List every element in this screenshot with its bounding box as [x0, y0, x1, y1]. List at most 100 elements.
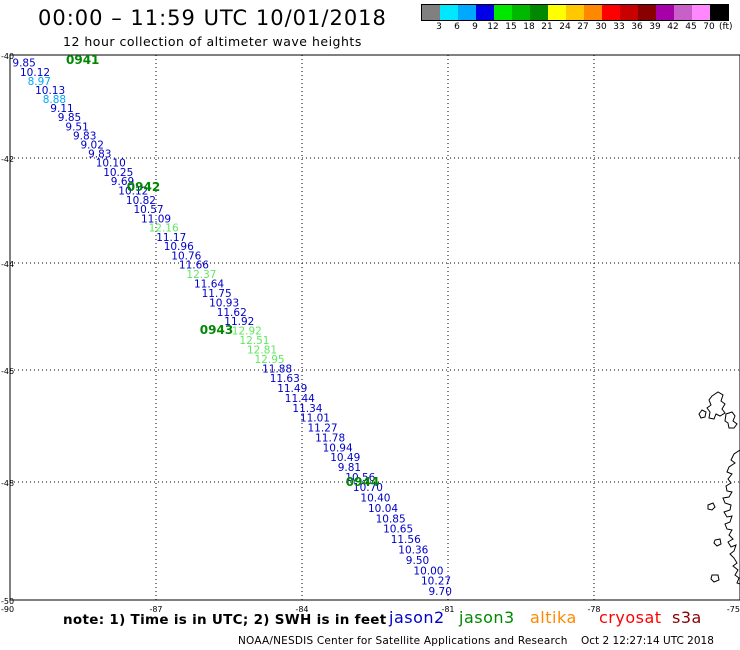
satellite-label-jason2: jason2 — [389, 608, 445, 627]
swh-value: 9.02 — [81, 140, 104, 152]
swh-value: 9.85 — [12, 58, 35, 70]
axis-labels: -40 -42 -44 -46 -48 -50-90 -87 -84 -81 -78 -75 — [1, 52, 740, 614]
swh-value: 11.64 — [194, 279, 224, 291]
swh-value: 9.51 — [65, 121, 88, 133]
swh-value: 10.96 — [164, 241, 194, 253]
swh-value: 11.09 — [141, 213, 171, 225]
lon-tick-label: -78 — [587, 605, 600, 614]
legend-tick-label: 3 — [436, 22, 442, 32]
swh-value: 11.27 — [308, 423, 338, 435]
satellite-label-s3a: s3a — [672, 608, 702, 627]
swh-value: 11.56 — [391, 534, 421, 546]
map-subtitle: 12 hour collection of altimeter wave hei… — [63, 34, 362, 49]
pass-time-label: 0942 — [127, 180, 160, 194]
legend-tick-label: 9 — [472, 22, 478, 32]
swh-value: 11.63 — [270, 373, 300, 385]
swh-value: 10.40 — [360, 493, 390, 505]
lat-tick-label: -50 — [1, 597, 14, 606]
legend-swatch — [512, 5, 530, 20]
legend-tick-label: 27 — [577, 22, 589, 32]
swh-value: 11.66 — [179, 260, 209, 272]
swh-value: 10.27 — [421, 576, 451, 588]
lon-tick-label: -90 — [1, 605, 14, 614]
legend-swatch — [674, 5, 692, 20]
swh-value: 9.69 — [111, 176, 134, 188]
coastline-island-2 — [698, 409, 707, 419]
legend-swatch — [710, 5, 728, 20]
pass-time-label: 0944 — [346, 475, 379, 489]
legend-swatch — [566, 5, 584, 20]
swh-value: 10.13 — [35, 85, 65, 97]
swh-value: 11.44 — [285, 393, 315, 405]
satellite-label-cryosat: cryosat — [599, 608, 662, 627]
swh-value: 10.36 — [398, 545, 428, 557]
map-frame — [9, 54, 740, 601]
swh-value: 8.97 — [28, 76, 51, 88]
altimeter-track: 9.8510.128.9710.138.889.119.859.519.839.… — [12, 58, 451, 599]
lat-tick-label: -48 — [1, 479, 14, 488]
legend-swatch — [584, 5, 602, 20]
swh-value: 12.95 — [255, 354, 285, 366]
pass-time-labels: 0941 0942 0943 0944 — [66, 53, 379, 489]
coastline-island-4 — [707, 502, 716, 511]
swh-value: 11.75 — [202, 288, 232, 300]
swh-value: 11.78 — [315, 433, 345, 445]
coastline-island-3 — [724, 411, 738, 429]
legend-swatch — [656, 5, 674, 20]
legend-swatch — [458, 5, 476, 20]
credit-line: NOAA/NESDIS Center for Satellite Applica… — [238, 635, 568, 647]
swh-value: 10.10 — [96, 158, 126, 170]
coastline — [698, 391, 740, 591]
swh-value: 12.37 — [186, 269, 216, 281]
legend-tick-label: 18 — [523, 22, 535, 32]
legend-tick-label: 70 — [703, 22, 715, 32]
swh-value: 10.82 — [126, 195, 156, 207]
legend-tick-label: 33 — [613, 22, 625, 32]
legend-swatch — [530, 5, 548, 20]
lon-tick-label: -84 — [295, 605, 308, 614]
swh-value: 11.17 — [156, 232, 186, 244]
legend-tick-label: 24 — [559, 22, 571, 32]
swh-value: 11.49 — [277, 383, 307, 395]
coastline-island-1 — [706, 391, 726, 420]
coastline-island-5 — [713, 538, 722, 547]
legend-swatch — [440, 5, 458, 20]
generated-timestamp: Oct 2 12:27:14 UTC 2018 — [581, 635, 714, 647]
legend-tick-label: 30 — [595, 22, 607, 32]
lon-tick-label: -81 — [441, 605, 454, 614]
lon-tick-label: -75 — [727, 605, 740, 614]
swh-value: 9.85 — [58, 112, 81, 124]
swh-value: 12.16 — [149, 223, 179, 235]
swh-value: 10.76 — [171, 250, 201, 262]
legend-unit: (ft) — [719, 22, 733, 32]
legend-tick-label: 45 — [685, 22, 697, 32]
legend-tick-label: 12 — [487, 22, 499, 32]
lat-tick-label: -44 — [1, 260, 14, 269]
legend-swatch — [620, 5, 638, 20]
swh-value: 11.62 — [217, 307, 247, 319]
legend-swatch — [494, 5, 512, 20]
lat-tick-label: -40 — [1, 52, 14, 61]
legend-swatch — [548, 5, 566, 20]
legend-tick-label: 39 — [649, 22, 661, 32]
swh-value: 9.70 — [429, 586, 452, 598]
swh-value: 10.56 — [345, 472, 375, 484]
lat-tick-label: -46 — [1, 367, 14, 376]
legend-tick-label: 21 — [541, 22, 553, 32]
color-scale-legend — [421, 4, 729, 21]
legend-tick-label: 36 — [631, 22, 643, 32]
swh-value: 12.51 — [239, 335, 269, 347]
swh-value: 12.92 — [232, 326, 262, 338]
swh-value: 9.50 — [406, 555, 429, 567]
lon-tick-label: -87 — [149, 605, 162, 614]
swh-value: 9.11 — [50, 103, 73, 115]
swh-value: 10.25 — [103, 167, 133, 179]
coastline-island-6 — [710, 574, 720, 583]
satellite-label-jason3: jason3 — [459, 608, 515, 627]
pass-time-label: 0941 — [66, 53, 99, 67]
legend-tick-label: 42 — [667, 22, 679, 32]
pass-time-label: 0943 — [200, 323, 233, 337]
map-grid — [10, 55, 740, 600]
swh-value: 12.81 — [247, 345, 277, 357]
swh-value: 9.83 — [73, 130, 96, 142]
